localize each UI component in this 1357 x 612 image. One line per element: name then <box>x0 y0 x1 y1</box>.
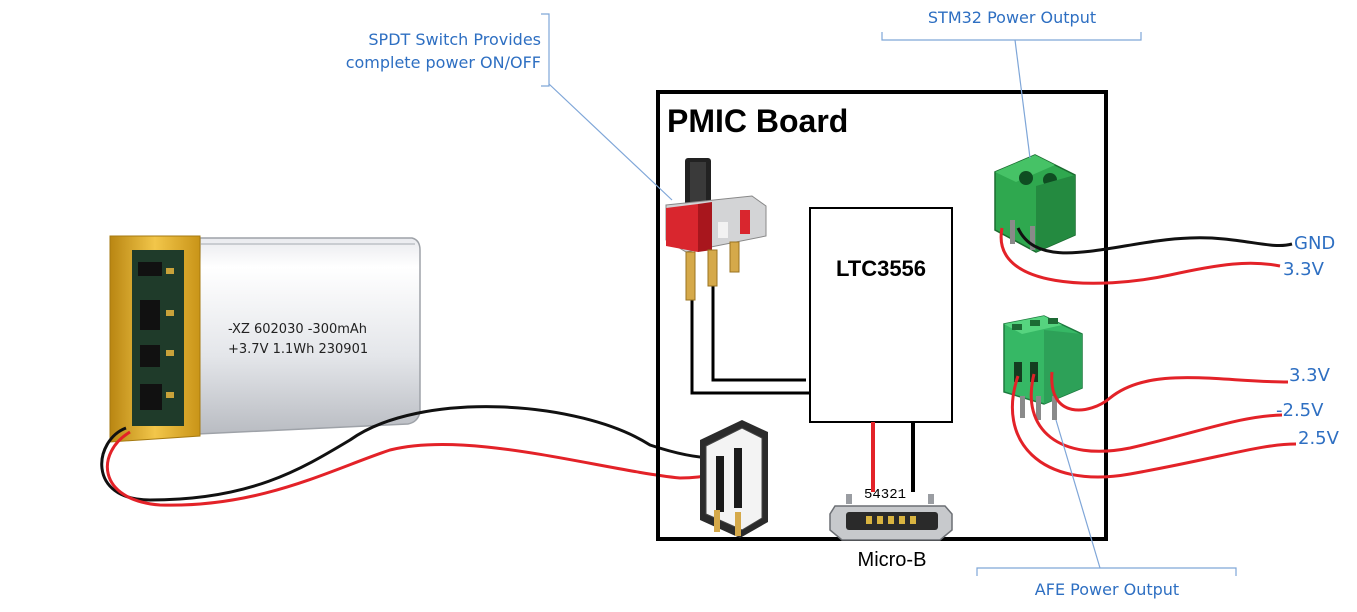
switch-callout: SPDT Switch Provides complete power ON/O… <box>346 13 673 201</box>
switch-callout-line1: SPDT Switch Provides <box>368 30 541 49</box>
battery-wire-red <box>106 430 743 507</box>
battery-connector <box>700 420 768 538</box>
afe-wire-2v5 <box>1010 375 1297 479</box>
stm32-wire-3v3 <box>999 227 1281 285</box>
stm32-label-gnd: GND <box>1294 233 1335 254</box>
stm32-callout: STM32 Power Output <box>881 8 1142 159</box>
stm32-label-3v3: 3.3V <box>1283 259 1325 280</box>
afe-terminal-block <box>1003 315 1083 420</box>
spdt-switch <box>665 158 767 301</box>
battery-label-line1: -XZ 602030 -300mAh <box>228 322 367 337</box>
battery-wire-black <box>100 405 716 502</box>
afe-wire-3v3 <box>1050 371 1289 412</box>
afe-wire-neg2v5 <box>1029 373 1283 453</box>
stm32-wire-gnd <box>1016 227 1293 255</box>
micro-b-connector: 54321 <box>829 487 953 541</box>
stm32-callout-label: STM32 Power Output <box>928 8 1096 27</box>
usb-label: Micro-B <box>858 549 927 571</box>
chip-label: LTC3556 <box>836 256 926 281</box>
battery: -XZ 602030 -300mAh +3.7V 1.1Wh 230901 <box>109 235 421 443</box>
afe-callout-label: AFE Power Output <box>1035 580 1179 599</box>
ltc3556-chip <box>809 207 953 423</box>
switch-wire-2 <box>711 285 806 382</box>
battery-label-line2: +3.7V 1.1Wh 230901 <box>228 342 368 357</box>
board-title: PMIC Board <box>667 103 848 139</box>
switch-callout-line2: complete power ON/OFF <box>346 53 541 72</box>
afe-label-neg2v5: -2.5V <box>1276 400 1324 421</box>
usb-pin-numbers: 54321 <box>864 487 906 503</box>
afe-callout: AFE Power Output <box>976 419 1237 599</box>
afe-label-3v3: 3.3V <box>1289 365 1331 386</box>
afe-label-2v5: 2.5V <box>1298 428 1340 449</box>
stm32-terminal-block <box>994 154 1076 253</box>
switch-wire-1 <box>690 285 810 395</box>
